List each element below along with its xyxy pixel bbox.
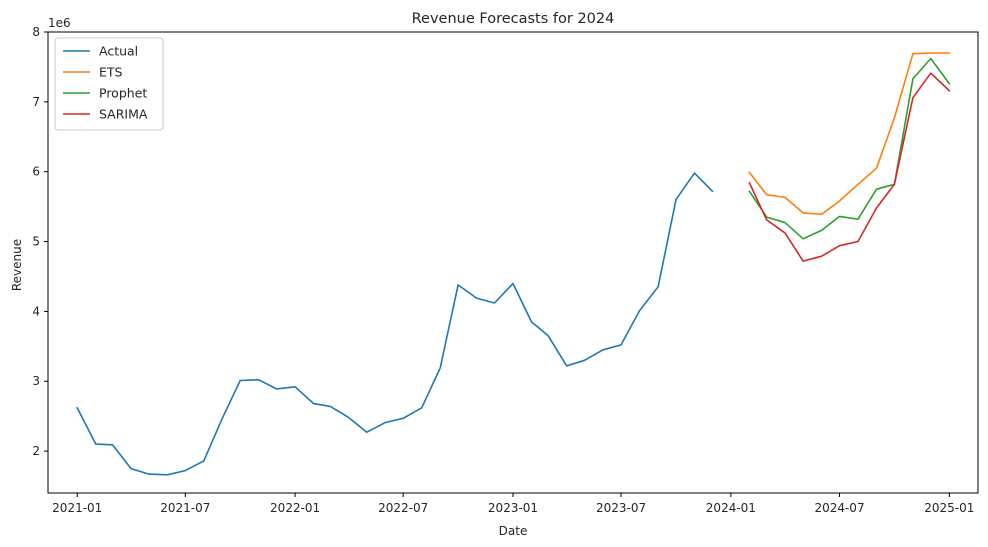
x-tick-label: 2025-01	[924, 501, 974, 515]
y-tick-label: 2	[32, 444, 40, 458]
y-axis: 2 3 4 5 6 7 8	[32, 25, 48, 458]
x-tick-label: 2023-01	[488, 501, 538, 515]
y-tick-label: 7	[32, 95, 40, 109]
series-line-actual	[76, 172, 714, 476]
legend-box	[54, 37, 164, 131]
legend-label: SARIMA	[99, 107, 148, 122]
series-line-prophet	[748, 57, 951, 240]
x-axis-title: Date	[499, 524, 528, 538]
x-axis: 2021-01 2021-07 2022-01 2022-07 2023-01 2023-…	[52, 493, 974, 515]
x-tick-label: 2023-07	[596, 501, 646, 515]
legend-label: ETS	[99, 65, 123, 80]
y-tick-label: 4	[32, 304, 40, 318]
series-line-ets	[748, 52, 951, 216]
legend-label: Actual	[99, 44, 138, 59]
x-tick-label: 2024-07	[814, 501, 864, 515]
x-tick-label: 2021-07	[160, 501, 210, 515]
y-tick-label: 3	[32, 374, 40, 388]
y-tick-label: 5	[32, 235, 40, 249]
x-tick-label: 2022-01	[270, 501, 320, 515]
chart-title: Revenue Forecasts for 2024	[412, 11, 615, 27]
x-tick-label: 2024-01	[706, 501, 756, 515]
y-tick-label: 8	[32, 25, 40, 39]
y-scale-label: 1e6	[48, 16, 71, 30]
legend: Actual ETS Prophet SARIMA	[54, 37, 164, 131]
series-line-sarima	[748, 72, 951, 262]
series-layer	[76, 52, 951, 476]
y-axis-title: Revenue	[10, 239, 24, 291]
x-tick-label: 2022-07	[378, 501, 428, 515]
y-tick-label: 6	[32, 165, 40, 179]
legend-label: Prophet	[99, 86, 147, 101]
x-tick-label: 2021-01	[52, 501, 102, 515]
